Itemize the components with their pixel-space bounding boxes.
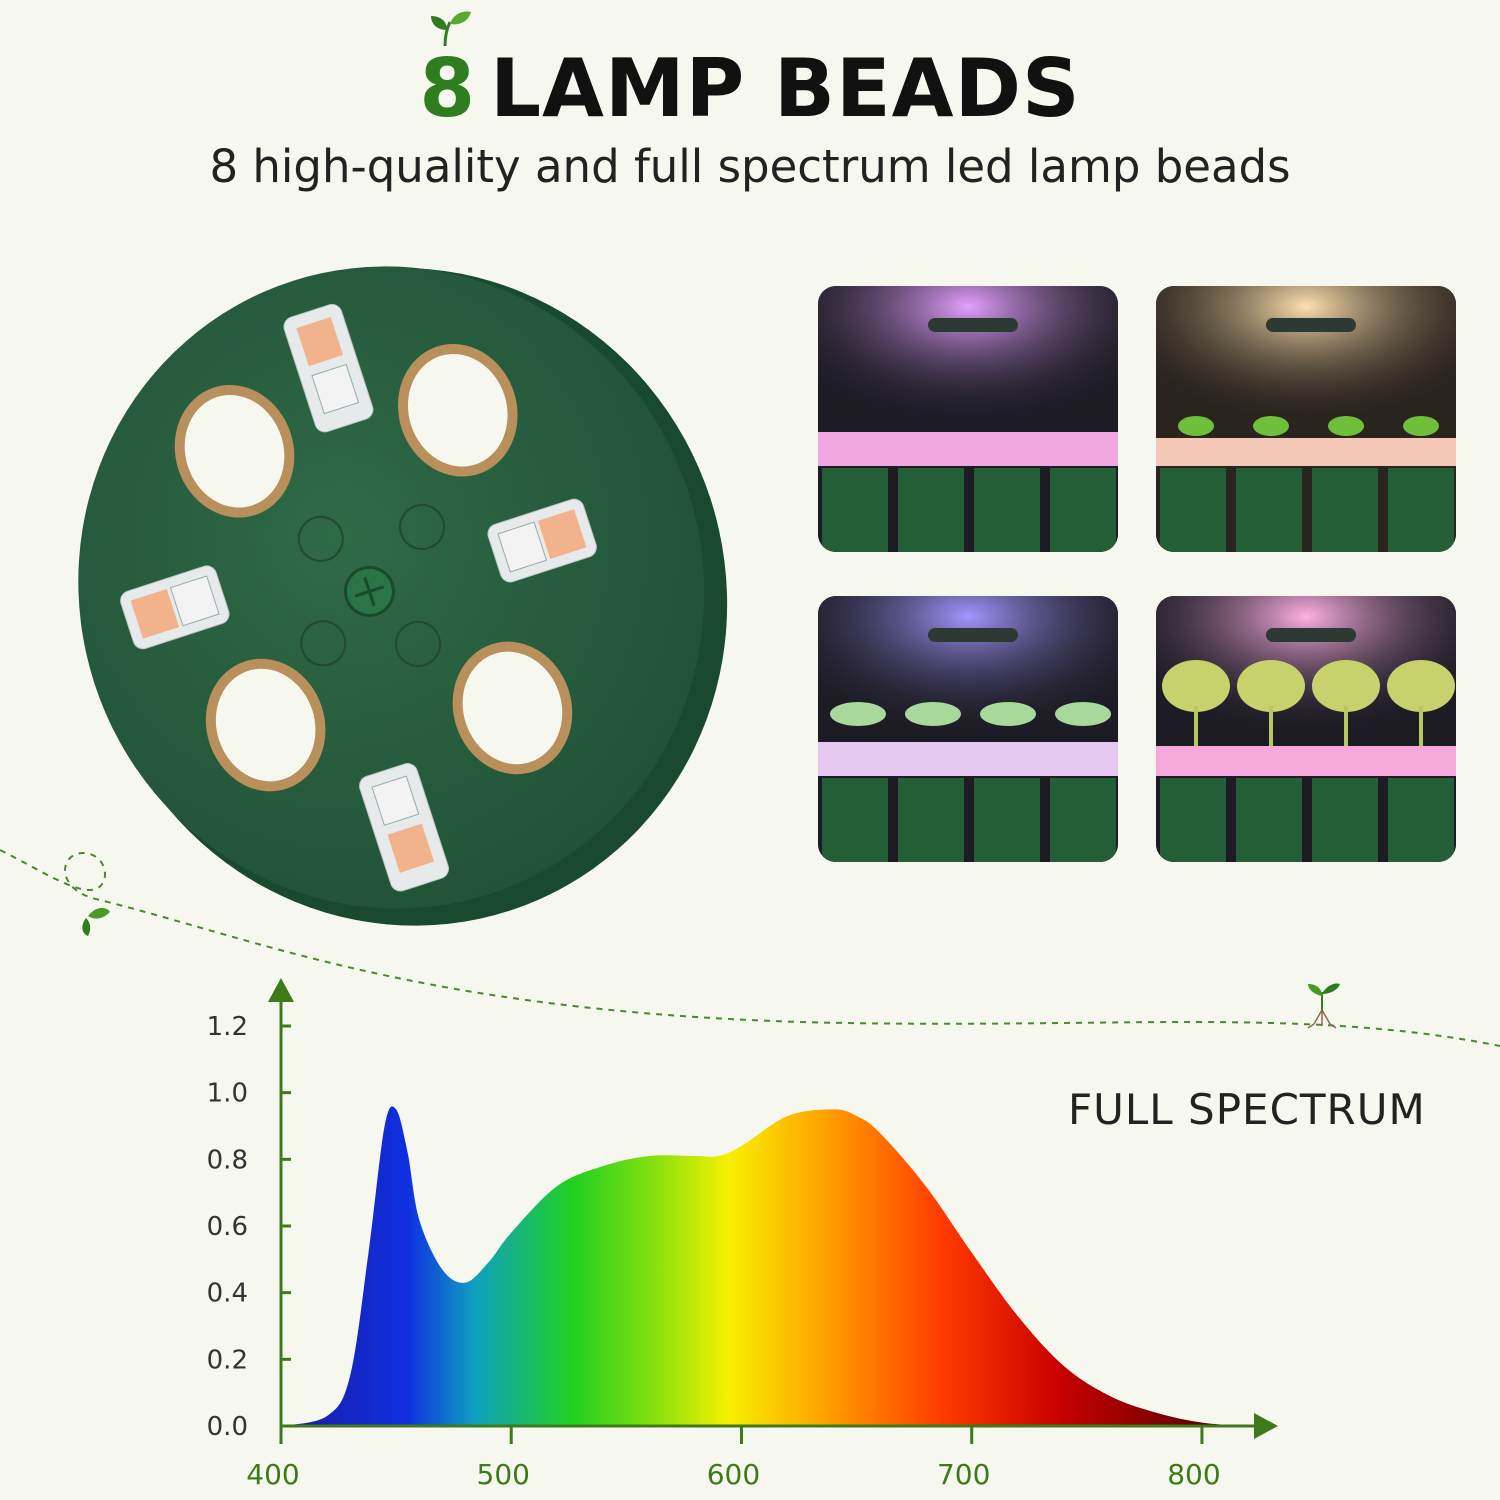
leaf-icon: [82, 907, 110, 936]
purple-light-empty-tray-icon: [818, 286, 1118, 552]
warm-light-seedlings-icon: [1156, 286, 1456, 552]
title-number-text: 8: [419, 42, 477, 135]
y-tick-label: 0.0: [207, 1412, 248, 1442]
spectrum-area: [281, 1106, 1248, 1426]
y-tick-label: 0.8: [207, 1145, 248, 1175]
seedling-roots-icon: [1307, 983, 1340, 1029]
photo-purple-light: [818, 286, 1118, 552]
x-tick-label: 500: [477, 1458, 530, 1491]
y-tick-label: 0.6: [207, 1212, 248, 1242]
spectrum-label: FULL SPECTRUM: [1068, 1085, 1426, 1134]
led-disc-icon: [78, 266, 728, 926]
blue-light-sprouts-icon: [818, 596, 1118, 862]
photo-warm-light: [1156, 286, 1456, 552]
y-tick-label: 1.0: [207, 1079, 248, 1109]
x-tick-label: 600: [707, 1458, 760, 1491]
x-tick-label: 800: [1167, 1458, 1220, 1491]
spectrum-chart: 0.0 0.2 0.4 0.6 0.8 1.0 1.2 400 500 600 700 800: [207, 978, 1278, 1491]
dashed-vine-decoration: [0, 849, 1500, 1047]
title-number: 8: [419, 11, 477, 135]
page-title: 8 LAMP BEADS: [0, 11, 1500, 135]
x-axis-arrow-icon: [1254, 1413, 1278, 1439]
photo-gallery: [818, 286, 1458, 862]
title-text: LAMP BEADS: [490, 42, 1081, 135]
subtitle: 8 high-quality and full spectrum led lam…: [209, 140, 1291, 193]
photo-pink-light: [1156, 596, 1456, 862]
x-tick-label: 400: [246, 1458, 299, 1491]
y-tick-label: 0.4: [207, 1279, 248, 1309]
sprout-icon: [431, 11, 472, 47]
photo-blue-light: [818, 596, 1118, 862]
y-axis-arrow-icon: [268, 978, 294, 1002]
pink-light-tall-plants-icon: [1156, 596, 1456, 862]
y-tick-label: 0.2: [207, 1345, 248, 1375]
y-tick-label: 1.2: [207, 1012, 248, 1042]
x-tick-label: 700: [937, 1458, 990, 1491]
